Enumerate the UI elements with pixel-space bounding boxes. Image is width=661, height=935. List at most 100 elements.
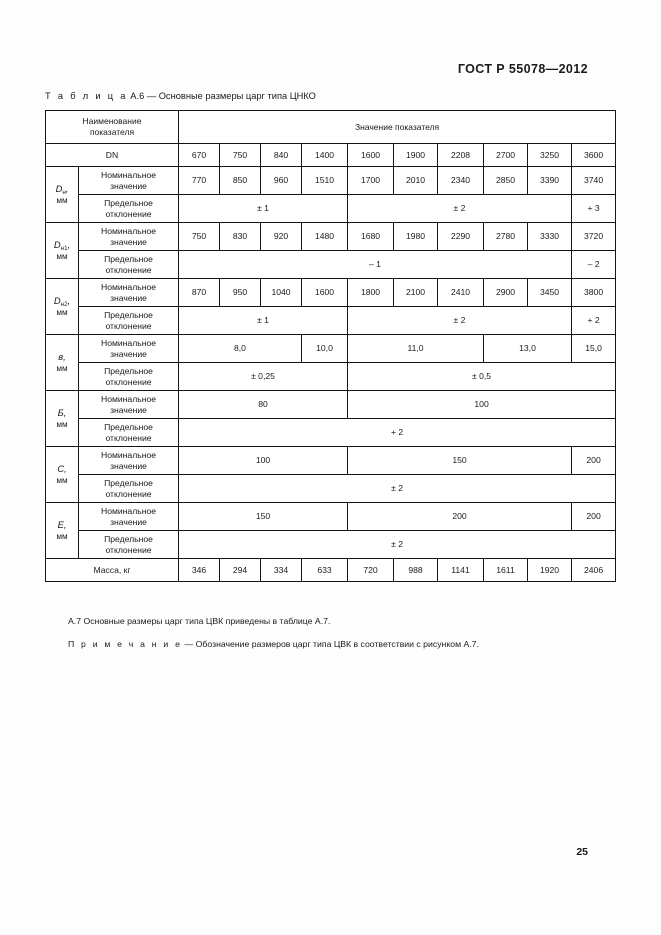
dn-value-4: 1600 <box>347 143 394 167</box>
section-6-symbol-label: Е, мм <box>45 502 79 559</box>
mass-label: Масса, кг <box>45 558 179 582</box>
section-3-nominal-row: в, мм Номинальное значение 8,0 10,0 11,0 13,0 15… <box>45 334 617 391</box>
clause-a7: А.7 Основные размеры царг типа ЦВК приве… <box>68 616 331 626</box>
section-0-deviation-span-0: ± 1 <box>178 194 348 223</box>
section-4-deviation-span-0: + 2 <box>177 418 617 447</box>
section-5-nominal-span-1: 150 <box>347 446 572 475</box>
section-4-nominal-span-0: 80 <box>178 390 348 419</box>
section-0-nominal-8: 3390 <box>527 166 572 195</box>
mass-value-1: 294 <box>219 558 261 582</box>
standard-header: ГОСТ Р 55078—2012 <box>457 62 588 76</box>
mass-value-5: 988 <box>393 558 438 582</box>
section-6-nominal-span-1: 200 <box>347 502 572 531</box>
deviation-label: Предельное отклонение <box>78 362 179 391</box>
section-0-nominal-row: Dн, мм Номинальное значение 770 850 960 1510 170… <box>45 166 617 223</box>
section-6-nominal-span-2: 200 <box>570 502 617 531</box>
dn-value-6: 2208 <box>437 143 484 167</box>
dn-value-8: 3250 <box>527 143 572 167</box>
section-2-nominal-4: 1800 <box>347 278 394 307</box>
section-2-deviation-span-0: ± 1 <box>178 306 348 335</box>
section-6-nominal-row: Е, мм Номинальное значение 150 200 200 <box>45 502 617 559</box>
nominal-value-label: Номинальное значение <box>78 278 179 307</box>
section-0-nominal-1: 850 <box>219 166 261 195</box>
section-2-deviation-row: Предельное отклонение ± 1 ± 2 + 2 <box>46 306 617 335</box>
section-2-nominal-5: 2100 <box>393 278 438 307</box>
section-2-deviation-span-2: + 2 <box>570 306 617 335</box>
section-5-deviation-span-0: ± 2 <box>177 474 617 503</box>
mass-value-8: 1920 <box>527 558 572 582</box>
section-5-nominal-span-0: 100 <box>178 446 348 475</box>
section-6-nominal-span-0: 150 <box>178 502 348 531</box>
mass-value-9: 2406 <box>570 558 617 582</box>
note-paragraph: П р и м е ч а н и е — Обозначение размер… <box>68 639 588 649</box>
section-1-nominal-row: Dн1, мм Номинальное значение 750 830 920 1480 16… <box>45 222 617 279</box>
section-1-nominal-4: 1680 <box>347 222 394 251</box>
section-1-deviation-span-1: – 2 <box>570 250 617 279</box>
section-1-nominal-8: 3330 <box>527 222 572 251</box>
mass-value-3: 633 <box>301 558 348 582</box>
section-3-symbol-label: в, мм <box>45 334 79 391</box>
section-3-nominal-span-2: 11,0 <box>347 334 484 363</box>
nominal-value-label: Номинальное значение <box>78 390 179 419</box>
section-0-symbol-label: Dн, мм <box>45 166 79 223</box>
section-2-nominal-row: Dн2, мм Номинальное значение 870 950 1040 1600 1… <box>45 278 617 335</box>
deviation-label: Предельное отклонение <box>78 418 179 447</box>
deviation-label: Предельное отклонение <box>78 474 179 503</box>
deviation-label: Предельное отклонение <box>78 530 179 559</box>
section-0-nominal-4: 1700 <box>347 166 394 195</box>
section-3-nominal-span-1: 10,0 <box>301 334 348 363</box>
table-caption: Т а б л и ц а А.6 — Основные размеры цар… <box>45 91 316 101</box>
section-5-nominal-span-2: 200 <box>570 446 617 475</box>
nominal-value-label: Номинальное значение <box>78 334 179 363</box>
dn-value-2: 840 <box>260 143 302 167</box>
section-2-nominal-6: 2410 <box>437 278 484 307</box>
section-2-nominal-7: 2900 <box>483 278 528 307</box>
section-3-nominal-span-0: 8,0 <box>178 334 302 363</box>
section-4-symbol-label: Б, мм <box>45 390 79 447</box>
section-1-nominal-9: 3720 <box>570 222 617 251</box>
section-3-nominal-span-3: 13,0 <box>483 334 572 363</box>
section-0-nominal-3: 1510 <box>301 166 348 195</box>
table-container: Наименование показателя Значение показател… <box>45 110 617 582</box>
section-1-deviation-row: Предельное отклонение – 1– 2 <box>46 250 617 279</box>
deviation-label: Предельное отклонение <box>78 306 179 335</box>
section-6-deviation-row: Предельное отклонение ± 2 <box>46 530 617 559</box>
dn-value-1: 750 <box>219 143 261 167</box>
mass-value-4: 720 <box>347 558 394 582</box>
table-row-mass: Масса, кг 346 294 334 633 720 988 1141 1611 1920 2… <box>45 558 617 582</box>
note-prefix: П р и м е ч а н и е <box>68 639 183 650</box>
section-0-deviation-span-2: + 3 <box>570 194 617 223</box>
nominal-value-label: Номинальное значение <box>78 446 179 475</box>
section-0-nominal-0: 770 <box>178 166 220 195</box>
section-1-nominal-2: 920 <box>260 222 302 251</box>
section-0-nominal-6: 2340 <box>437 166 484 195</box>
table-row-dn: DN 670 750 840 1400 1600 1900 2208 2700 3250 3600 <box>45 143 617 167</box>
dn-value-9: 3600 <box>570 143 617 167</box>
nominal-value-label: Номинальное значение <box>78 166 179 195</box>
section-4-deviation-row: Предельное отклонение + 2 <box>46 418 617 447</box>
section-1-symbol-label: Dн1, мм <box>45 222 79 279</box>
mass-value-0: 346 <box>178 558 220 582</box>
section-2-nominal-2: 1040 <box>260 278 302 307</box>
notes-block: А.7 Основные размеры царг типа ЦВК приве… <box>68 616 588 663</box>
section-4-nominal-row: Б, мм Номинальное значение 80 100 <box>45 390 617 447</box>
section-2-deviation-span-1: ± 2 <box>347 306 572 335</box>
note-text: — Обозначение размеров царг типа ЦВК в с… <box>182 639 479 650</box>
section-3-nominal-span-4: 15,0 <box>570 334 617 363</box>
section-2-nominal-9: 3800 <box>570 278 617 307</box>
section-0-deviation-span-1: ± 2 <box>347 194 572 223</box>
mass-value-6: 1141 <box>437 558 484 582</box>
section-1-nominal-7: 2780 <box>483 222 528 251</box>
dn-value-0: 670 <box>178 143 220 167</box>
section-0-nominal-9: 3740 <box>570 166 617 195</box>
mass-value-7: 1611 <box>483 558 528 582</box>
table-caption-prefix: Т а б л и ц а <box>45 91 128 101</box>
section-2-nominal-1: 950 <box>219 278 261 307</box>
section-1-deviation-span-0: – 1 <box>178 250 572 279</box>
table-caption-text: А.6 — Основные размеры царг типа ЦНКО <box>130 91 316 101</box>
dimensions-table: Наименование показателя Значение показател… <box>45 110 617 582</box>
section-0-nominal-7: 2850 <box>483 166 528 195</box>
header-parameter-name: Наименование показателя <box>45 110 179 144</box>
section-1-nominal-1: 830 <box>219 222 261 251</box>
